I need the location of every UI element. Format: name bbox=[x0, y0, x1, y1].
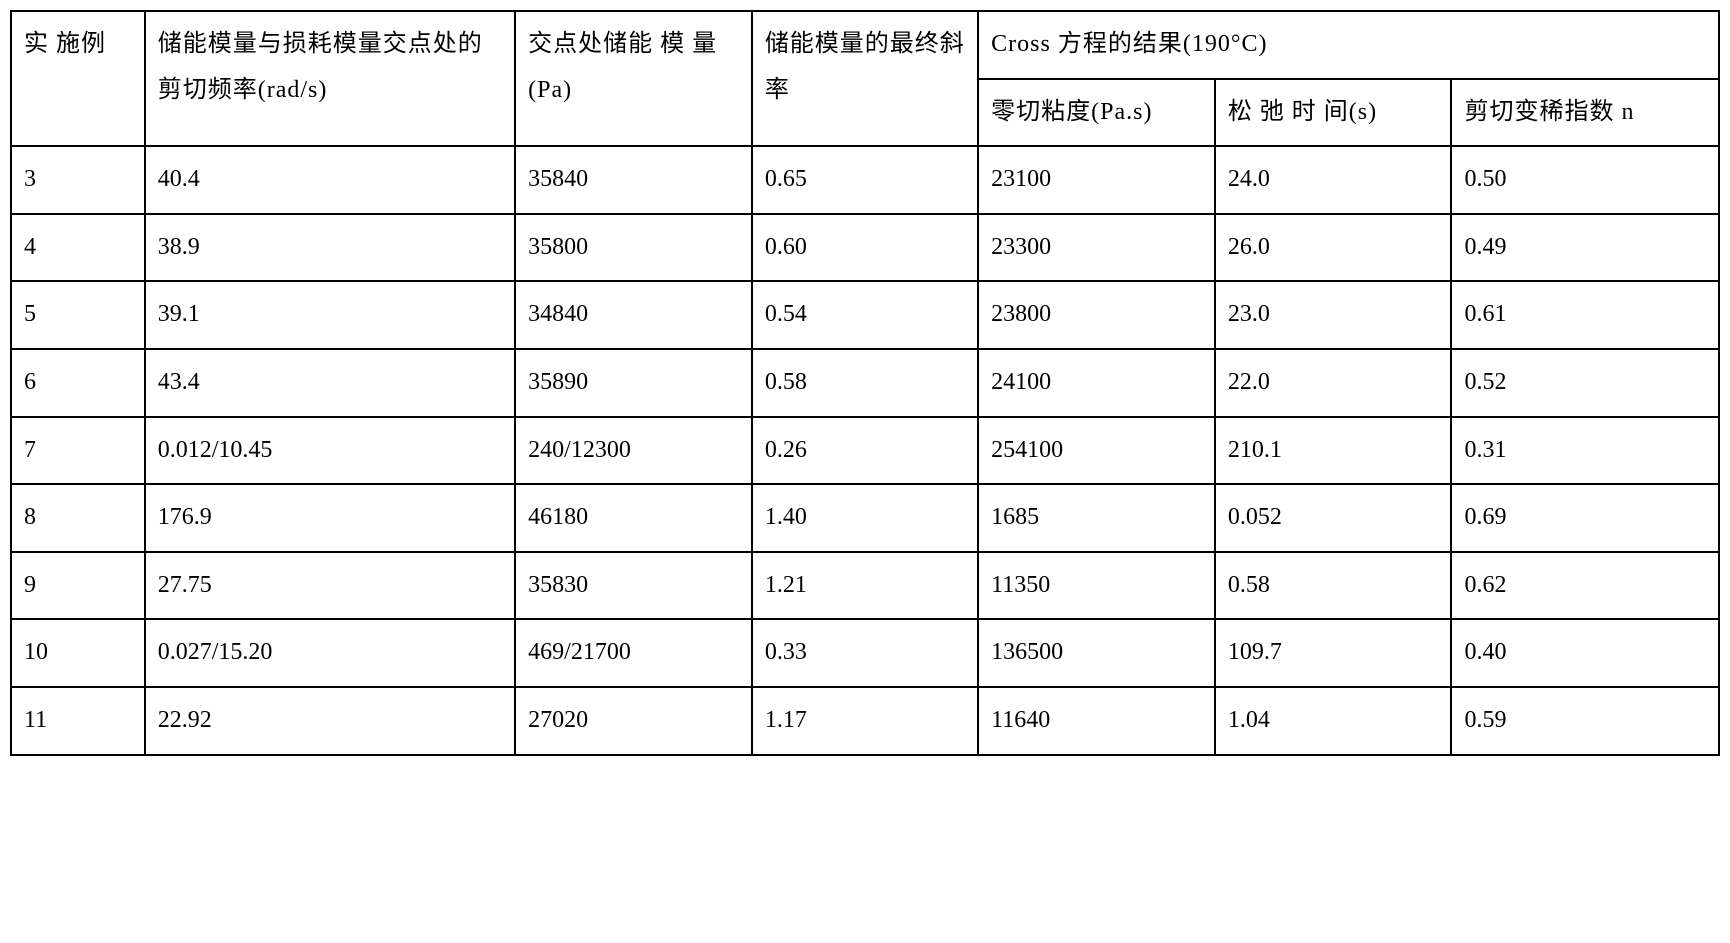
cell-relaxation_time: 0.052 bbox=[1215, 484, 1452, 552]
cell-relaxation_time: 210.1 bbox=[1215, 417, 1452, 485]
cell-shear_thinning_index: 0.40 bbox=[1451, 619, 1719, 687]
cell-example: 6 bbox=[11, 349, 145, 417]
cell-shear_thinning_index: 0.61 bbox=[1451, 281, 1719, 349]
header-shear-freq: 储能模量与损耗模量交点处的剪切频率(rad/s) bbox=[145, 11, 515, 146]
table-row: 340.4358400.652310024.00.50 bbox=[11, 146, 1719, 214]
cell-relaxation_time: 1.04 bbox=[1215, 687, 1452, 755]
cell-final_slope: 1.21 bbox=[752, 552, 978, 620]
cell-relaxation_time: 23.0 bbox=[1215, 281, 1452, 349]
cell-storage_modulus: 35840 bbox=[515, 146, 752, 214]
table-row: 1122.92270201.17116401.040.59 bbox=[11, 687, 1719, 755]
header-storage-modulus: 交点处储能 模 量(Pa) bbox=[515, 11, 752, 146]
cell-storage_modulus: 46180 bbox=[515, 484, 752, 552]
header-relaxation-time: 松 弛 时 间(s) bbox=[1215, 79, 1452, 147]
cell-shear_thinning_index: 0.62 bbox=[1451, 552, 1719, 620]
cell-zero_shear_visc: 136500 bbox=[978, 619, 1215, 687]
cell-shear_thinning_index: 0.59 bbox=[1451, 687, 1719, 755]
cell-final_slope: 0.65 bbox=[752, 146, 978, 214]
cell-shear_freq: 38.9 bbox=[145, 214, 515, 282]
cell-example: 7 bbox=[11, 417, 145, 485]
cell-storage_modulus: 240/12300 bbox=[515, 417, 752, 485]
header-final-slope: 储能模量的最终斜率 bbox=[752, 11, 978, 146]
cell-final_slope: 0.26 bbox=[752, 417, 978, 485]
cell-example: 10 bbox=[11, 619, 145, 687]
header-zero-shear-visc: 零切粘度(Pa.s) bbox=[978, 79, 1215, 147]
cell-shear_freq: 39.1 bbox=[145, 281, 515, 349]
cell-zero_shear_visc: 11350 bbox=[978, 552, 1215, 620]
cell-shear_freq: 22.92 bbox=[145, 687, 515, 755]
cell-shear_thinning_index: 0.31 bbox=[1451, 417, 1719, 485]
cell-storage_modulus: 35890 bbox=[515, 349, 752, 417]
table-row: 438.9358000.602330026.00.49 bbox=[11, 214, 1719, 282]
cell-zero_shear_visc: 24100 bbox=[978, 349, 1215, 417]
cell-relaxation_time: 22.0 bbox=[1215, 349, 1452, 417]
cell-storage_modulus: 34840 bbox=[515, 281, 752, 349]
cell-zero_shear_visc: 23300 bbox=[978, 214, 1215, 282]
cell-example: 8 bbox=[11, 484, 145, 552]
cell-shear_freq: 40.4 bbox=[145, 146, 515, 214]
cell-shear_thinning_index: 0.49 bbox=[1451, 214, 1719, 282]
table-body: 340.4358400.652310024.00.50438.9358000.6… bbox=[11, 146, 1719, 754]
table-row: 643.4358900.582410022.00.52 bbox=[11, 349, 1719, 417]
cell-shear_freq: 0.027/15.20 bbox=[145, 619, 515, 687]
cell-final_slope: 0.54 bbox=[752, 281, 978, 349]
table-row: 8176.9461801.4016850.0520.69 bbox=[11, 484, 1719, 552]
table-row: 70.012/10.45240/123000.26254100210.10.31 bbox=[11, 417, 1719, 485]
cell-final_slope: 1.40 bbox=[752, 484, 978, 552]
cell-relaxation_time: 26.0 bbox=[1215, 214, 1452, 282]
cell-relaxation_time: 0.58 bbox=[1215, 552, 1452, 620]
cell-example: 3 bbox=[11, 146, 145, 214]
cell-relaxation_time: 109.7 bbox=[1215, 619, 1452, 687]
cell-shear_freq: 43.4 bbox=[145, 349, 515, 417]
table-row: 539.1348400.542380023.00.61 bbox=[11, 281, 1719, 349]
cell-shear_thinning_index: 0.50 bbox=[1451, 146, 1719, 214]
table-header-row-1: 实 施例 储能模量与损耗模量交点处的剪切频率(rad/s) 交点处储能 模 量(… bbox=[11, 11, 1719, 79]
cell-storage_modulus: 469/21700 bbox=[515, 619, 752, 687]
cell-example: 4 bbox=[11, 214, 145, 282]
cell-storage_modulus: 35830 bbox=[515, 552, 752, 620]
cell-relaxation_time: 24.0 bbox=[1215, 146, 1452, 214]
cell-zero_shear_visc: 23100 bbox=[978, 146, 1215, 214]
cell-shear_freq: 176.9 bbox=[145, 484, 515, 552]
cell-final_slope: 0.60 bbox=[752, 214, 978, 282]
cell-final_slope: 1.17 bbox=[752, 687, 978, 755]
cell-storage_modulus: 27020 bbox=[515, 687, 752, 755]
cell-zero_shear_visc: 1685 bbox=[978, 484, 1215, 552]
cell-shear_thinning_index: 0.52 bbox=[1451, 349, 1719, 417]
cell-example: 11 bbox=[11, 687, 145, 755]
table-row: 100.027/15.20469/217000.33136500109.70.4… bbox=[11, 619, 1719, 687]
cell-shear_freq: 27.75 bbox=[145, 552, 515, 620]
cell-zero_shear_visc: 23800 bbox=[978, 281, 1215, 349]
header-example: 实 施例 bbox=[11, 11, 145, 146]
table-row: 927.75358301.21113500.580.62 bbox=[11, 552, 1719, 620]
cell-example: 5 bbox=[11, 281, 145, 349]
data-table: 实 施例 储能模量与损耗模量交点处的剪切频率(rad/s) 交点处储能 模 量(… bbox=[10, 10, 1720, 756]
cell-shear_freq: 0.012/10.45 bbox=[145, 417, 515, 485]
header-shear-thinning-index: 剪切变稀指数 n bbox=[1451, 79, 1719, 147]
cell-zero_shear_visc: 11640 bbox=[978, 687, 1215, 755]
cell-shear_thinning_index: 0.69 bbox=[1451, 484, 1719, 552]
cell-example: 9 bbox=[11, 552, 145, 620]
cell-final_slope: 0.33 bbox=[752, 619, 978, 687]
cell-storage_modulus: 35800 bbox=[515, 214, 752, 282]
cell-zero_shear_visc: 254100 bbox=[978, 417, 1215, 485]
header-cross-results: Cross 方程的结果(190°C) bbox=[978, 11, 1719, 79]
cell-final_slope: 0.58 bbox=[752, 349, 978, 417]
